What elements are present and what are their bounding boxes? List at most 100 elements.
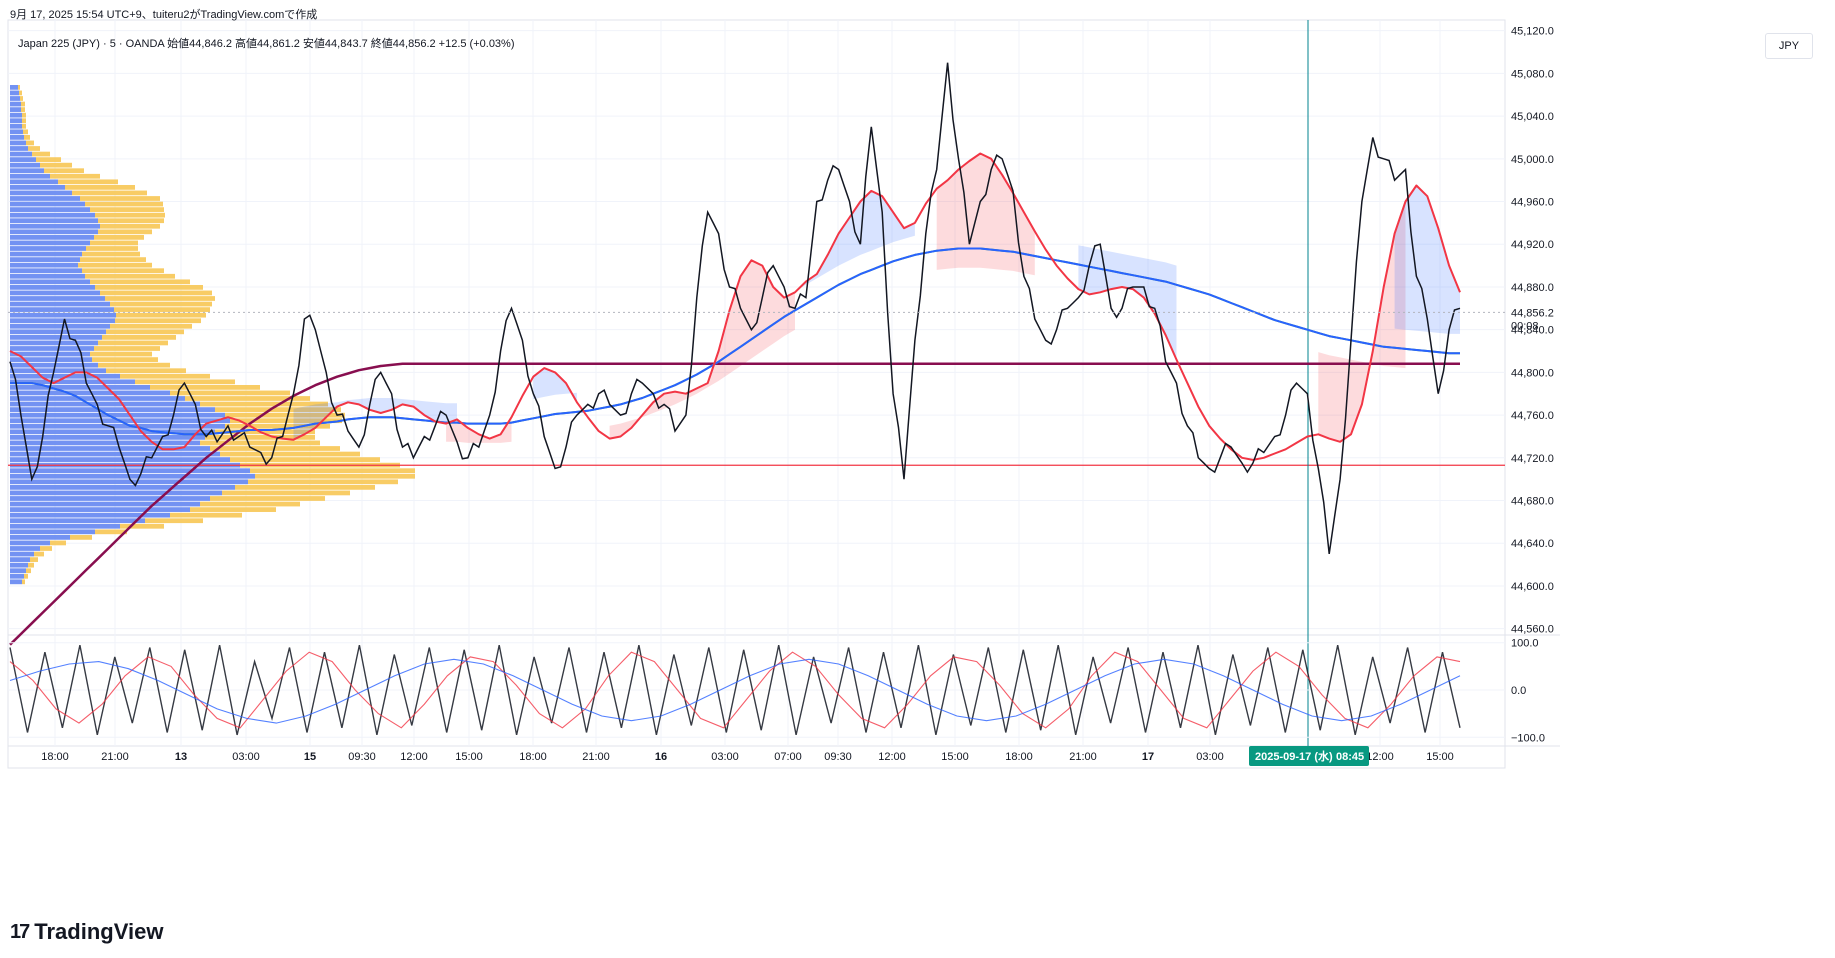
ma-cloud-blue — [795, 190, 915, 293]
volume-bar-blue — [10, 568, 26, 574]
volume-bar-blue — [10, 112, 22, 118]
volume-bar-blue — [10, 351, 90, 357]
volume-bar-yellow — [98, 229, 152, 235]
volume-bar-yellow — [36, 157, 61, 162]
volume-bar-yellow — [120, 523, 164, 529]
oscillator-line-2 — [9, 658, 1461, 724]
symbol-legend: Japan 225 (JPY) · 5 · OANDA 始値44,846.2 高… — [18, 38, 515, 50]
volume-bar-blue — [10, 290, 100, 296]
volume-bar-blue — [10, 479, 248, 485]
price-line — [9, 62, 1461, 555]
volume-bar-blue — [10, 207, 90, 212]
y-tick-label: 44,760.0 — [1511, 410, 1554, 422]
volume-bar-blue — [10, 485, 235, 490]
volume-bar-blue — [10, 368, 106, 374]
volume-bar-yellow — [110, 323, 192, 329]
volume-bar-yellow — [115, 318, 201, 324]
volume-bar-blue — [10, 385, 150, 390]
volume-bar-yellow — [90, 240, 138, 246]
volume-bar-yellow — [34, 551, 44, 557]
volume-bar-yellow — [24, 135, 30, 140]
x-tick-label: 09:30 — [824, 751, 852, 763]
currency-button[interactable]: JPY — [1765, 33, 1813, 59]
volume-bar-blue — [10, 396, 185, 401]
volume-bar-yellow — [90, 351, 152, 357]
volume-bar-yellow — [32, 151, 50, 157]
volume-bar-blue — [10, 196, 80, 201]
volume-bar-yellow — [95, 212, 165, 218]
x-tick-label: 12:00 — [1366, 751, 1394, 763]
volume-bar-blue — [10, 129, 23, 135]
volume-bar-yellow — [150, 385, 260, 390]
volume-bar-yellow — [235, 485, 375, 490]
crosshair-date-box — [1249, 746, 1369, 766]
volume-bar-blue — [10, 107, 21, 112]
volume-bar-blue — [10, 540, 50, 546]
x-tick-label: 09:30 — [348, 751, 376, 763]
volume-bar-yellow — [22, 123, 26, 129]
volume-bar-blue — [10, 562, 28, 568]
volume-bar-yellow — [94, 346, 160, 351]
volume-bar-blue — [10, 496, 210, 501]
volume-bar-yellow — [22, 118, 26, 124]
x-tick-label: 18:00 — [41, 751, 69, 763]
y-tick-label: 44,880.0 — [1511, 282, 1554, 294]
tradingview-logo-text: TradingView — [34, 919, 164, 944]
x-tick-label: 21:00 — [582, 751, 610, 763]
volume-bar-yellow — [98, 362, 170, 368]
volume-bar-yellow — [70, 535, 92, 540]
volume-bar-blue — [10, 523, 120, 529]
volume-bar-yellow — [40, 162, 72, 168]
ma-cloud-blue — [1394, 185, 1460, 334]
volume-bar-blue — [10, 168, 44, 174]
volume-bar-blue — [10, 118, 22, 124]
volume-bar-blue — [10, 123, 22, 129]
volume-bar-blue — [10, 262, 78, 268]
volume-bar-yellow — [95, 529, 127, 535]
volume-bar-yellow — [225, 412, 345, 418]
y-tick-label: 45,000.0 — [1511, 154, 1554, 166]
volume-bar-blue — [10, 362, 98, 368]
y-tick-label: 44,800.0 — [1511, 367, 1554, 379]
volume-bar-blue — [10, 312, 116, 318]
volume-bar-blue — [10, 373, 120, 379]
volume-bar-yellow — [19, 90, 22, 96]
x-tick-label: 03:00 — [1196, 751, 1224, 763]
volume-bar-yellow — [185, 396, 310, 401]
volume-bar-blue — [10, 546, 40, 551]
volume-bar-yellow — [85, 273, 175, 279]
crosshair-time-label: 08:45 — [1336, 751, 1364, 763]
volume-bar-blue — [10, 390, 170, 396]
volume-bar-yellow — [250, 468, 415, 474]
x-tick-label: 18:00 — [519, 751, 547, 763]
volume-bar-yellow — [145, 518, 203, 524]
y-tick-label: 45,120.0 — [1511, 26, 1554, 38]
volume-bar-yellow — [105, 296, 215, 301]
ma-cloud-red — [609, 388, 697, 439]
volume-bar-yellow — [82, 251, 140, 257]
volume-bar-blue — [10, 246, 86, 251]
volume-bar-blue — [10, 90, 19, 96]
volume-bar-blue — [10, 435, 205, 440]
volume-bar-blue — [10, 407, 215, 412]
volume-bar-blue — [10, 490, 222, 496]
volume-bar-blue — [10, 279, 90, 285]
volume-bar-blue — [10, 507, 190, 512]
y-tick-label: 44,840.0 — [1511, 325, 1554, 337]
volume-bar-blue — [10, 190, 72, 196]
volume-bar-blue — [10, 140, 26, 146]
tradingview-logo-icon: 17 — [10, 920, 30, 943]
volume-bar-yellow — [100, 223, 160, 229]
mid-ma-line — [10, 247, 1460, 436]
volume-bar-yellow — [190, 507, 276, 512]
ma-cloud-blue — [1078, 245, 1177, 360]
x-tick-label: 18:00 — [1005, 751, 1033, 763]
osc-y-tick-label: 0.0 — [1511, 685, 1526, 697]
volume-bar-yellow — [65, 185, 135, 190]
volume-bar-blue — [10, 357, 92, 362]
volume-bar-blue — [10, 446, 210, 451]
volume-bar-blue — [10, 296, 105, 301]
volume-bar-blue — [10, 335, 102, 340]
chart-caption: 9月 17, 2025 15:54 UTC+9、tuiteru2がTrading… — [10, 9, 318, 21]
